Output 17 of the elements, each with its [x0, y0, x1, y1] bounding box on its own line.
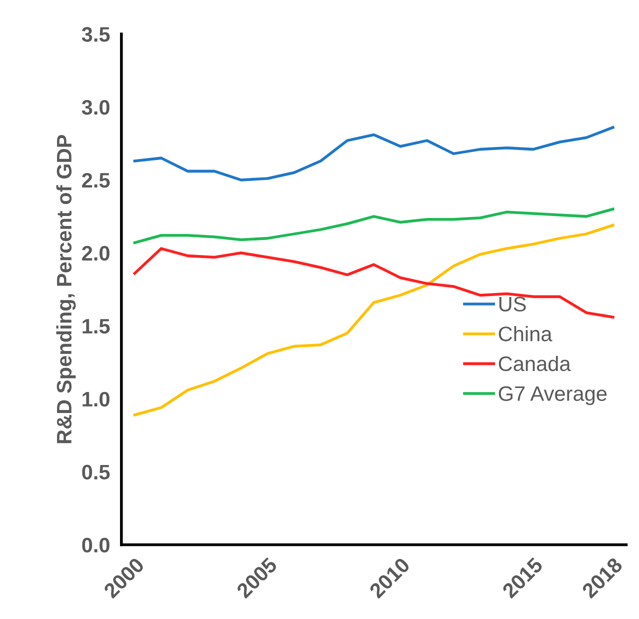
legend-label: Canada: [498, 356, 571, 372]
y-axis-title: R&D Spending, Percent of GDP: [56, 134, 76, 444]
line-series: [133, 247, 614, 318]
y-tick-label: 3.0: [82, 100, 110, 115]
y-tick-label: 0.0: [82, 538, 110, 552]
y-tick-label: 2.0: [82, 246, 110, 261]
y-tick-label: 3.5: [82, 27, 110, 42]
line-series: [133, 224, 614, 416]
y-tick-label: 2.5: [82, 172, 110, 188]
legend-label: G7 Average: [498, 386, 607, 406]
line-series: [133, 208, 614, 244]
legend-label: China: [498, 326, 552, 342]
legend-label: US: [499, 296, 526, 312]
y-tick-label: 1.0: [82, 392, 110, 407]
y-tick-label: 1.5: [82, 319, 110, 334]
line-series: [133, 126, 614, 182]
y-tick-label: 0.5: [82, 464, 110, 480]
